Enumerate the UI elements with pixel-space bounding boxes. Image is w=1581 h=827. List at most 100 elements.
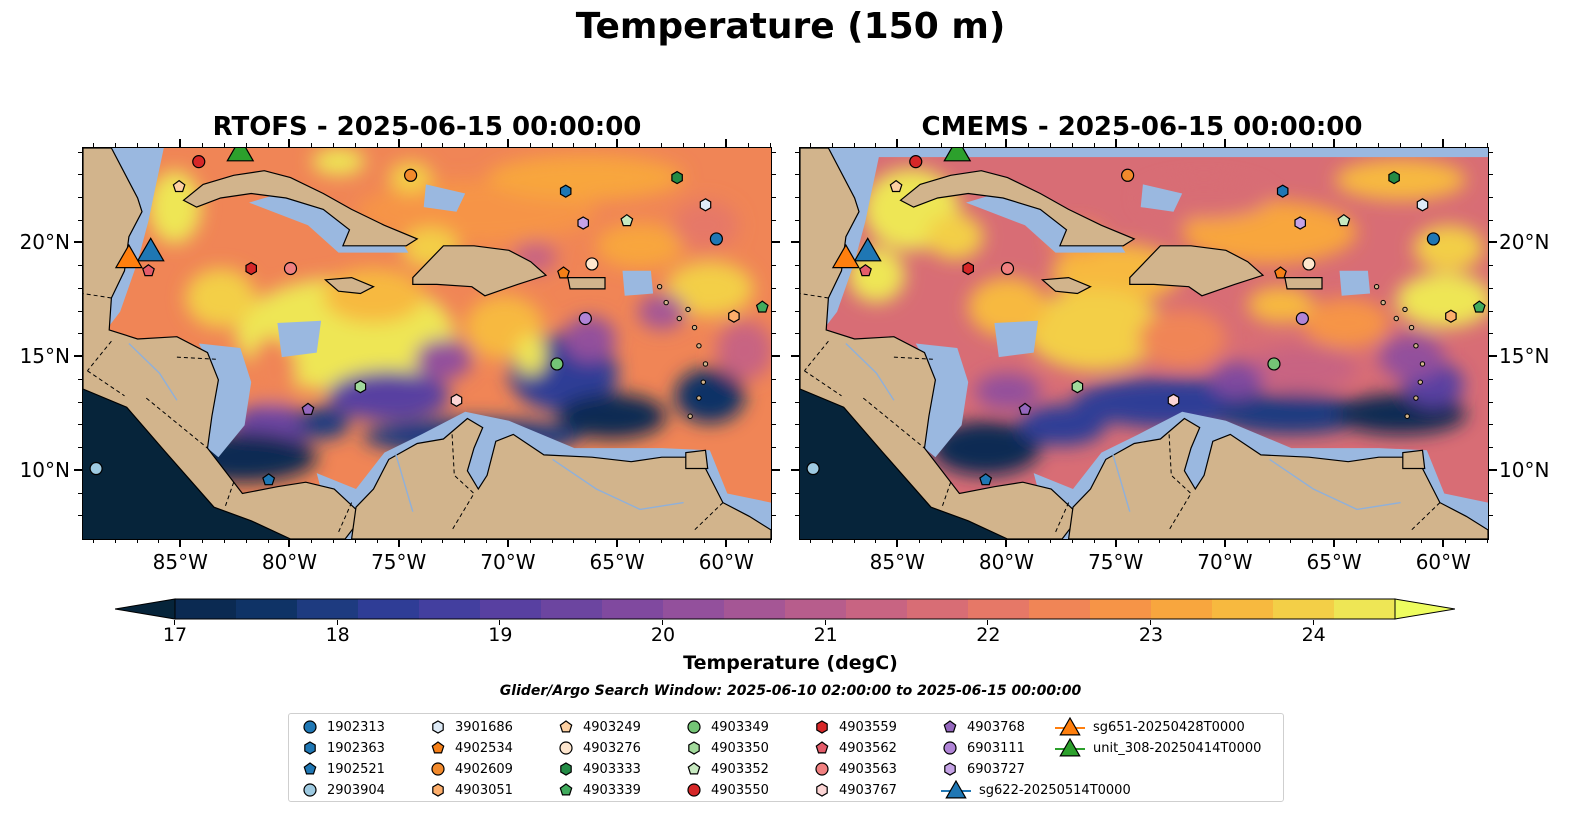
lon-minor-tick-top <box>529 143 531 147</box>
temperature-patch <box>931 420 1041 476</box>
lon-minor-tick <box>202 539 204 543</box>
lon-minor-tick <box>1050 539 1052 543</box>
lon-minor-tick <box>92 539 94 543</box>
lon-tick-label: 85°W <box>152 550 208 574</box>
platform-sg651-20250428T0000 <box>114 243 143 269</box>
platform-4903562 <box>859 264 872 277</box>
lon-minor-tick-top <box>202 143 204 147</box>
colorbar-segment <box>968 599 1030 619</box>
lat-tick-label: 20°N <box>1499 230 1550 255</box>
platform-3901686 <box>1416 198 1429 212</box>
legend-label: 1902363 <box>327 740 385 756</box>
lat-minor-tick <box>78 378 82 380</box>
no-data-region <box>800 148 1488 158</box>
lon-minor-tick <box>682 539 684 543</box>
lat-minor-tick-right <box>1489 447 1493 449</box>
legend-label: 4903339 <box>583 782 641 798</box>
lat-minor-tick <box>795 424 799 426</box>
platform-4902534 <box>1274 266 1287 279</box>
lat-minor-tick <box>795 151 799 153</box>
lat-minor-tick <box>78 401 82 403</box>
lat-minor-tick-right <box>772 401 776 403</box>
legend-label: 3901686 <box>455 719 513 735</box>
lon-minor-tick-top <box>1268 143 1270 147</box>
colorbar-over-extension <box>1394 598 1456 620</box>
legend-marker <box>431 741 445 754</box>
shelf-region <box>1339 270 1371 296</box>
platform-1902521 <box>262 473 276 486</box>
island <box>1404 413 1410 419</box>
lon-minor-tick <box>245 539 247 543</box>
triangle-marker-icon <box>1055 738 1085 757</box>
river <box>552 458 684 511</box>
hexagon-marker-icon <box>304 741 316 755</box>
river <box>394 452 414 512</box>
temperature-patch <box>716 320 771 380</box>
lat-minor-tick-right <box>772 151 776 153</box>
legend-marker <box>1059 738 1081 757</box>
legend-marker <box>303 720 317 734</box>
legend-item-4903768: 4903768 <box>941 717 1025 737</box>
lat-minor-tick <box>78 447 82 449</box>
legend-item-1902313: 1902313 <box>301 717 385 737</box>
platform-4903249 <box>889 179 903 193</box>
colorbar-segment <box>602 599 664 619</box>
temperature-patch <box>596 223 684 269</box>
colorbar-tick-label: 17 <box>162 624 188 646</box>
lat-minor-tick-right <box>1489 378 1493 380</box>
temperature-patch <box>487 154 684 201</box>
legend-label: 4903559 <box>839 719 897 735</box>
colorbar-segment <box>907 599 969 619</box>
temperature-patch <box>185 268 256 328</box>
lat-minor-tick-right <box>1489 424 1493 426</box>
lat-minor-tick <box>78 333 82 335</box>
country-border <box>800 293 829 299</box>
legend-item-4903051: 4903051 <box>429 780 513 800</box>
legend-marker <box>943 741 957 755</box>
lon-minor-tick-top <box>1290 143 1292 147</box>
lon-tick <box>896 539 899 547</box>
legend-item-4902609: 4902609 <box>429 759 513 779</box>
legend-label: sg651-20250428T0000 <box>1093 719 1245 735</box>
legend-marker <box>943 720 957 733</box>
lat-tick-right <box>772 468 780 471</box>
lon-minor-tick <box>919 539 921 543</box>
lat-minor-tick <box>795 378 799 380</box>
legend-item-4903333: 4903333 <box>557 759 641 779</box>
colorbar-segment <box>1334 599 1396 619</box>
river <box>845 342 895 401</box>
lon-minor-tick-top <box>1137 143 1139 147</box>
lon-minor-tick <box>1181 539 1183 543</box>
lon-minor-tick <box>1028 539 1030 543</box>
platform-4903276 <box>1302 257 1316 271</box>
lat-minor-tick-right <box>1489 333 1493 335</box>
colorbar-segment <box>785 599 847 619</box>
lon-tick-label: 70°W <box>1197 550 1253 574</box>
lat-tick <box>74 355 82 358</box>
lat-minor-tick-right <box>1489 197 1493 198</box>
lon-minor-tick-top <box>984 143 986 147</box>
lon-minor-tick-top <box>223 143 225 147</box>
lat-minor-tick <box>795 219 799 221</box>
legend-item-6903727: 6903727 <box>941 759 1025 779</box>
circle-marker-icon <box>943 741 957 755</box>
shelf-region <box>915 343 969 458</box>
lon-minor-tick-top <box>1377 143 1379 147</box>
lat-tick <box>74 241 82 244</box>
lon-minor-tick <box>853 539 855 543</box>
lon-minor-tick <box>831 539 833 543</box>
land-puertoRico <box>567 277 606 290</box>
lat-tick <box>791 355 799 358</box>
platform-1902363 <box>1276 184 1289 198</box>
lon-tick <box>1333 539 1336 547</box>
lon-minor-tick-top <box>770 143 771 147</box>
lon-tick-top <box>1005 139 1008 147</box>
legend-marker <box>303 783 317 797</box>
island <box>685 306 691 313</box>
platform-4903559 <box>245 261 257 276</box>
lat-minor-tick-right <box>1489 310 1493 312</box>
platform-4903339 <box>755 300 769 313</box>
land-hispaniola <box>412 245 548 297</box>
platform-1902521 <box>979 473 993 486</box>
temperature-patch <box>556 393 667 439</box>
